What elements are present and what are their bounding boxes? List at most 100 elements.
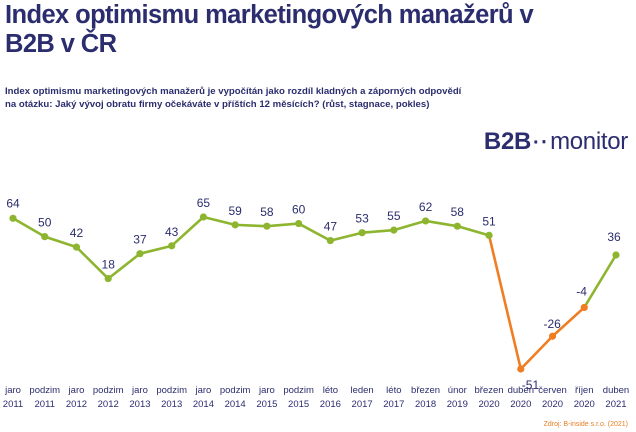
data-point xyxy=(612,251,620,259)
data-label: 47 xyxy=(324,220,338,234)
x-tick-year: 2014 xyxy=(193,399,214,410)
x-tick-year: 2012 xyxy=(66,399,87,410)
x-tick-label: podzim xyxy=(283,385,314,396)
x-tick-label: podzim xyxy=(93,385,124,396)
data-point xyxy=(72,243,81,251)
series-line-segment xyxy=(360,228,396,235)
x-tick-year: 2013 xyxy=(129,399,150,410)
data-point xyxy=(168,242,176,250)
x-tick-year: 2017 xyxy=(352,399,373,410)
data-point xyxy=(580,303,588,312)
data-label: 18 xyxy=(102,258,116,272)
brand-monitor: monitor xyxy=(550,128,628,155)
series-line-segment xyxy=(424,219,459,228)
data-label: -4 xyxy=(576,284,587,298)
data-point xyxy=(421,217,430,225)
data-point xyxy=(41,233,49,241)
data-point xyxy=(453,222,461,230)
x-tick-year: 2018 xyxy=(415,399,436,410)
chart-subtitle: Index optimismu marketingových manažerů … xyxy=(5,86,462,110)
x-tick-label: léto xyxy=(386,385,401,396)
data-point xyxy=(517,365,525,373)
data-label: 42 xyxy=(70,226,84,240)
x-tick-year: 2017 xyxy=(383,399,404,410)
series-line-segment xyxy=(233,223,269,228)
data-point xyxy=(9,214,17,222)
series-line-segment xyxy=(43,235,78,249)
x-tick-year: 2013 xyxy=(161,399,182,410)
source-note: Zdroj: B-inside s.r.o. (2021) xyxy=(543,421,628,428)
series-line-segment xyxy=(297,222,332,242)
data-label: 43 xyxy=(165,225,179,239)
data-label: 59 xyxy=(228,204,242,218)
data-label: 36 xyxy=(607,230,621,244)
x-tick-label: říjen xyxy=(575,385,593,396)
data-point xyxy=(390,226,398,234)
series-line-segment xyxy=(11,217,47,238)
data-label: -51 xyxy=(522,378,540,392)
series-line-segment xyxy=(265,222,300,228)
data-label: 51 xyxy=(482,214,496,228)
data-point xyxy=(231,221,239,229)
data-label: -26 xyxy=(544,317,562,331)
brand-logo: B2B ·‧monitor xyxy=(484,128,628,156)
data-label: 62 xyxy=(419,200,433,214)
x-tick-year: 2021 xyxy=(605,399,626,410)
data-label: 55 xyxy=(387,209,401,223)
x-tick-label: jaro xyxy=(131,385,148,396)
data-point xyxy=(485,231,493,239)
x-tick-label: podzim xyxy=(220,385,251,396)
data-point xyxy=(358,229,366,237)
data-label: 64 xyxy=(6,196,20,210)
data-point xyxy=(199,213,208,221)
x-tick-label: jaro xyxy=(258,385,275,396)
x-tick-label: podzim xyxy=(156,385,187,396)
brand-dots: ·‧ xyxy=(533,132,549,154)
x-tick-label: duben xyxy=(508,385,534,396)
data-point xyxy=(548,332,557,340)
x-tick-year: 2015 xyxy=(288,399,309,410)
data-label: 58 xyxy=(451,205,465,219)
x-tick-year: 2019 xyxy=(447,399,468,410)
series-line-segment xyxy=(582,253,618,309)
series-line-segment xyxy=(202,215,237,227)
data-point xyxy=(104,274,112,283)
x-tick-year: 2020 xyxy=(478,399,499,410)
x-tick-label: jaro xyxy=(68,385,85,396)
series-line-segment xyxy=(392,219,427,232)
x-tick-label: podzim xyxy=(29,385,60,396)
x-tick-year: 2016 xyxy=(320,399,341,410)
series-line-segment xyxy=(138,244,173,255)
data-label: 37 xyxy=(133,233,147,247)
data-point xyxy=(263,222,271,230)
data-label: 50 xyxy=(38,216,52,230)
series-line-segment xyxy=(75,245,110,280)
x-tick-label: březen xyxy=(411,385,440,396)
x-tick-year: 2012 xyxy=(98,399,119,410)
x-tick-label: únor xyxy=(448,385,467,396)
series-line-segment xyxy=(170,215,205,248)
x-tick-label: březen xyxy=(475,385,504,396)
x-tick-year: 2011 xyxy=(35,399,55,410)
data-label: 60 xyxy=(292,203,306,217)
data-point xyxy=(136,250,144,258)
data-label: 53 xyxy=(355,212,369,226)
x-tick-year: 2020 xyxy=(574,399,595,410)
x-tick-label: léto xyxy=(323,385,338,396)
series-line-segment xyxy=(487,234,523,371)
x-tick-year: 2020 xyxy=(542,399,563,410)
data-point xyxy=(295,219,303,228)
series-line-segment xyxy=(456,224,491,237)
x-tick-year: 2011 xyxy=(3,399,23,410)
x-tick-label: červen xyxy=(538,385,567,396)
x-tick-label: jaro xyxy=(194,385,211,396)
brand-b2b: B2B xyxy=(483,128,532,155)
data-point xyxy=(326,236,334,245)
series-line-segment xyxy=(106,252,142,280)
series-line-segment xyxy=(519,334,554,371)
x-tick-label: jaro xyxy=(4,385,21,396)
data-label: 58 xyxy=(260,205,274,219)
data-label: 65 xyxy=(197,196,211,210)
x-tick-year: 2014 xyxy=(225,399,246,410)
